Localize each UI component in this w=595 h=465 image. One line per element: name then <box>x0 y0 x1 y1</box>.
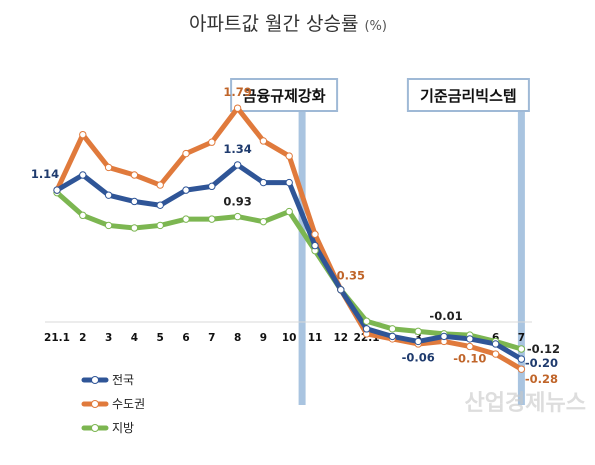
legend-label-national: 전국 <box>112 373 134 387</box>
data-point <box>233 104 242 112</box>
data-label: -0.28 <box>525 372 558 386</box>
x-tick-label: 12 <box>333 332 348 344</box>
annotation-band-1 <box>517 112 525 405</box>
x-tick-label: 7 <box>208 332 215 344</box>
legend-item-provinces: 지방 <box>81 421 134 435</box>
data-label: -0.12 <box>527 342 560 356</box>
x-tick-label: 5 <box>157 332 164 344</box>
data-point <box>53 186 61 194</box>
data-label: -0.10 <box>453 351 486 365</box>
data-point <box>156 221 164 230</box>
x-tick-label: 11 <box>308 332 323 344</box>
legend-label-provinces: 지방 <box>112 421 134 435</box>
data-label: 1.79 <box>223 85 251 99</box>
data-label: 0.93 <box>223 195 251 209</box>
data-point <box>156 181 164 189</box>
data-point <box>337 286 345 294</box>
annotation-box-1 <box>406 78 530 112</box>
data-point <box>259 137 268 145</box>
data-point <box>311 241 319 250</box>
x-tick-label: 7 <box>518 332 525 344</box>
series-line-2 <box>54 190 524 352</box>
x-tick-label: 6 <box>182 332 189 344</box>
data-label: 1.34 <box>223 142 251 156</box>
data-point <box>79 171 87 179</box>
data-point <box>517 345 526 353</box>
data-point <box>414 327 422 336</box>
data-point <box>466 342 474 351</box>
annotation-label-0: 금융규제강화 <box>243 87 326 105</box>
x-tick-label: 10 <box>282 332 297 344</box>
data-point <box>414 337 422 346</box>
data-point <box>182 186 190 194</box>
chart-title: 아파트값 월간 상승률 (%) <box>189 13 387 35</box>
data-point <box>182 149 190 158</box>
data-point <box>79 211 87 220</box>
annotation-box-0 <box>230 78 339 112</box>
series-line-0 <box>54 162 524 362</box>
x-tick-label: 9 <box>260 332 267 344</box>
annotation-label-1: 기준금리빅스텝 <box>420 87 517 105</box>
data-point <box>156 201 164 209</box>
data-point <box>104 191 113 199</box>
data-point <box>311 230 319 238</box>
data-label: 1.14 <box>31 167 59 181</box>
x-tick-label: 4 <box>131 332 138 344</box>
data-point <box>104 163 113 172</box>
data-point <box>182 215 190 223</box>
data-point <box>362 317 371 325</box>
data-point <box>388 332 397 341</box>
data-label: -0.01 <box>429 309 462 323</box>
data-point <box>285 152 293 160</box>
data-point <box>362 325 371 333</box>
data-point <box>130 224 139 232</box>
data-point <box>285 207 293 216</box>
data-point <box>466 335 474 343</box>
data-label: -0.06 <box>402 350 435 364</box>
data-point <box>208 182 216 191</box>
x-tick-label: 8 <box>234 332 241 344</box>
legend-label-capital-area: 수도권 <box>112 397 145 411</box>
annotation-band-0 <box>298 112 306 405</box>
data-point <box>491 340 500 348</box>
x-tick-label: 21.1 <box>44 332 70 344</box>
data-point <box>208 138 216 146</box>
data-point <box>285 178 293 187</box>
legend-item-capital-area: 수도권 <box>81 397 145 411</box>
data-label: -0.20 <box>525 356 558 370</box>
watermark: 산업경제뉴스 <box>465 391 586 416</box>
legend-item-national: 전국 <box>81 373 134 387</box>
data-point <box>259 217 268 226</box>
data-point <box>130 197 139 206</box>
data-point <box>233 161 242 169</box>
data-point <box>130 171 139 179</box>
data-point <box>104 221 113 230</box>
x-tick-label: 2 <box>79 332 86 344</box>
data-point <box>440 332 448 341</box>
data-point <box>79 130 87 139</box>
data-point <box>517 355 526 363</box>
data-point <box>208 215 216 223</box>
data-label: 0.35 <box>337 269 365 283</box>
x-tick-label: 3 <box>105 332 112 344</box>
data-point <box>517 365 526 373</box>
data-point <box>388 325 397 333</box>
legend: 전국 수도권 지방 <box>81 373 145 435</box>
data-point <box>491 350 500 358</box>
series-line-1 <box>54 105 524 372</box>
data-point <box>259 178 268 187</box>
data-point <box>233 212 242 221</box>
